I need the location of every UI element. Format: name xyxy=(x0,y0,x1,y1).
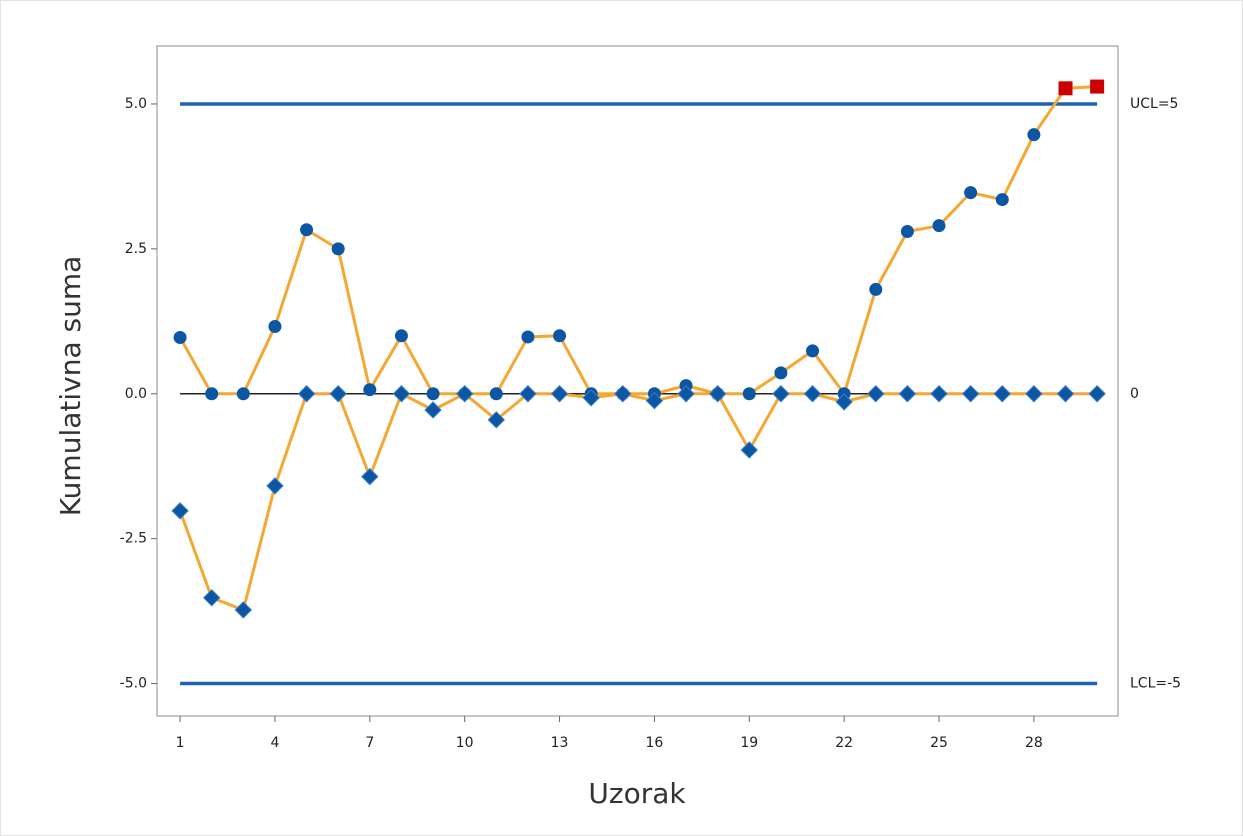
lower-point xyxy=(487,411,506,429)
lower-point xyxy=(645,391,664,410)
upper-point xyxy=(932,219,946,233)
lower-point xyxy=(1025,385,1043,403)
lower-point xyxy=(993,385,1011,403)
upper-point xyxy=(300,223,314,237)
lower-point xyxy=(424,401,442,419)
lower-point xyxy=(1056,385,1075,403)
y-tick-label: -2.5 xyxy=(120,531,147,547)
upper-point xyxy=(489,387,503,401)
lower-point xyxy=(677,385,695,403)
y-tick-label: 5.0 xyxy=(125,96,147,112)
control-line-label: LCL=-5 xyxy=(1130,676,1181,692)
plot-frame xyxy=(156,45,1119,717)
lower-point xyxy=(519,385,537,403)
lower-point xyxy=(898,385,917,403)
upper-point xyxy=(1027,128,1041,142)
upper-point xyxy=(869,282,883,296)
x-tick-label: 22 xyxy=(835,735,853,751)
upper-point xyxy=(363,383,377,397)
x-axis-title: Uzorak xyxy=(588,777,686,810)
upper-point xyxy=(774,366,788,380)
lower-point xyxy=(582,389,600,407)
lower-point xyxy=(392,385,411,403)
upper-point xyxy=(964,186,978,200)
upper-point xyxy=(205,387,219,401)
upper-point xyxy=(995,193,1009,207)
x-tick-label: 10 xyxy=(456,735,474,751)
upper-point xyxy=(331,242,345,256)
lower-point xyxy=(266,477,284,495)
x-tick-label: 16 xyxy=(646,735,664,751)
x-tick-label: 13 xyxy=(551,735,569,751)
y-tick-label: -5.0 xyxy=(120,676,147,692)
lower-point xyxy=(614,385,632,403)
control-line-label: 0 xyxy=(1130,386,1139,402)
lower-point xyxy=(550,385,569,403)
lower-point xyxy=(772,385,790,403)
upper-point xyxy=(236,387,250,401)
y-tick-label: 2.5 xyxy=(125,241,147,257)
lower-point xyxy=(329,385,347,403)
lower-point xyxy=(740,441,758,459)
lower-point xyxy=(1088,385,1106,403)
x-tick-label: 7 xyxy=(365,735,374,751)
y-tick-label: 0.0 xyxy=(125,386,147,402)
y-axis-title: Kumulativna suma xyxy=(54,256,87,517)
lower-point xyxy=(803,385,822,403)
x-tick-label: 28 xyxy=(1025,735,1043,751)
lower-point xyxy=(297,385,316,403)
x-tick-label: 19 xyxy=(740,735,758,751)
upper-point xyxy=(394,329,408,343)
x-tick-label: 1 xyxy=(176,735,185,751)
upper-point xyxy=(521,330,535,344)
lower-point xyxy=(234,601,253,619)
upper-point xyxy=(900,224,914,238)
lower-point xyxy=(961,385,980,403)
lower-point xyxy=(835,393,853,411)
lower-point xyxy=(930,385,948,403)
lower-point xyxy=(708,385,727,403)
lower-point xyxy=(867,385,885,403)
upper-point xyxy=(742,387,756,401)
upper-point xyxy=(173,331,187,345)
lower-point xyxy=(361,467,379,486)
upper-point xyxy=(426,387,440,401)
lower-point xyxy=(455,385,474,403)
flagged-point xyxy=(1090,79,1105,94)
x-tick-label: 25 xyxy=(930,735,948,751)
lower-point xyxy=(202,589,221,607)
lower-point xyxy=(171,502,189,520)
upper-point xyxy=(806,344,820,358)
x-tick-label: 4 xyxy=(270,735,279,751)
upper-point xyxy=(268,320,282,334)
control-line-label: UCL=5 xyxy=(1130,96,1178,112)
flagged-point xyxy=(1058,81,1073,96)
upper-point xyxy=(553,329,567,343)
